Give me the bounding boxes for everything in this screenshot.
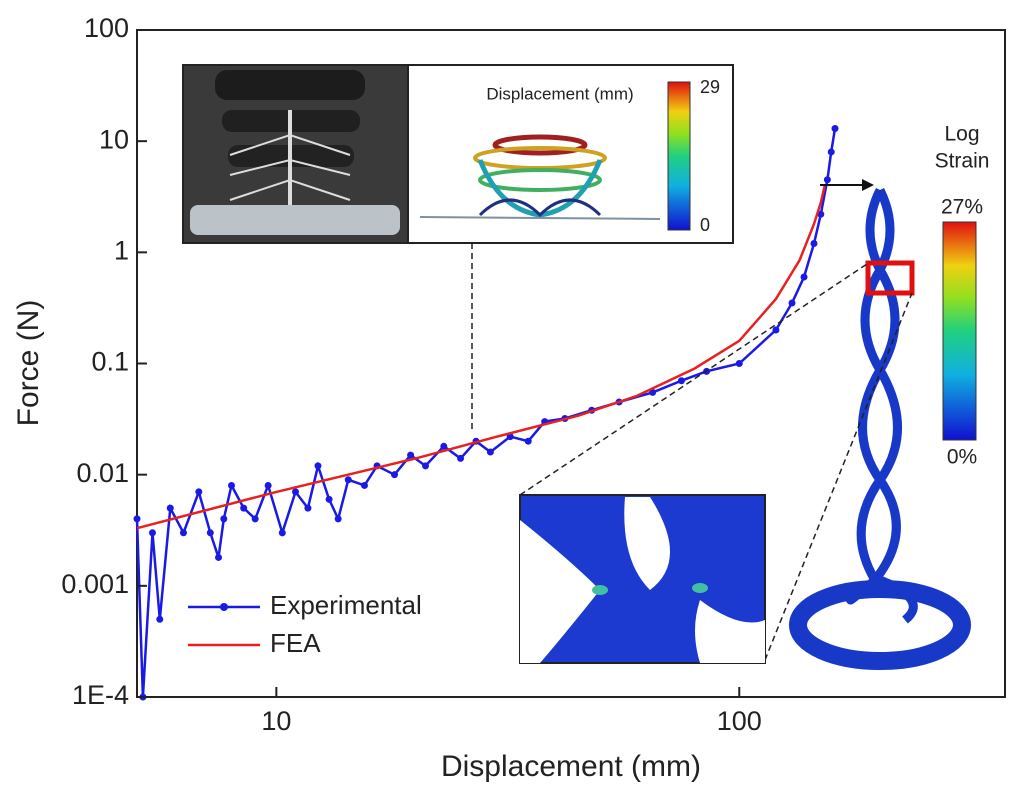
data-point bbox=[220, 515, 227, 522]
data-point bbox=[314, 462, 321, 469]
legend-label: FEA bbox=[270, 628, 321, 658]
strain-title: Strain bbox=[935, 150, 990, 173]
y-axis-label: Force (N) bbox=[12, 300, 45, 427]
fea-min: 0 bbox=[700, 215, 710, 235]
data-point bbox=[167, 505, 174, 512]
data-point bbox=[252, 515, 259, 522]
photo-inset bbox=[183, 65, 408, 243]
legend-marker bbox=[220, 603, 228, 611]
data-point bbox=[265, 482, 272, 489]
data-point bbox=[156, 616, 163, 623]
y-tick-label: 1 bbox=[114, 235, 129, 265]
data-point bbox=[772, 327, 779, 334]
data-point bbox=[304, 505, 311, 512]
data-point bbox=[457, 455, 464, 462]
data-point bbox=[240, 505, 247, 512]
data-point bbox=[828, 148, 835, 155]
fea-max: 29 bbox=[700, 77, 720, 97]
y-tick-label: 100 bbox=[84, 13, 129, 43]
data-point bbox=[279, 529, 286, 536]
strain-colorbar: Log Strain 27% 0% bbox=[935, 123, 990, 469]
data-point bbox=[801, 273, 808, 280]
data-point bbox=[487, 448, 494, 455]
y-tick-label: 0.1 bbox=[91, 347, 129, 377]
data-point bbox=[335, 515, 342, 522]
strain-structure bbox=[798, 179, 962, 661]
x-axis-label: Displacement (mm) bbox=[441, 750, 701, 783]
x-tick-label: 10 bbox=[261, 706, 291, 736]
data-point bbox=[525, 438, 532, 445]
data-point bbox=[810, 240, 817, 247]
strain-max: 27% bbox=[941, 196, 983, 219]
data-point bbox=[134, 515, 141, 522]
data-point bbox=[361, 482, 368, 489]
strain-title: Log bbox=[944, 123, 979, 146]
data-point bbox=[824, 176, 831, 183]
y-tick-label: 0.01 bbox=[76, 458, 129, 488]
data-point bbox=[736, 360, 743, 367]
strain-min: 0% bbox=[947, 446, 977, 469]
data-point bbox=[292, 488, 299, 495]
chart: Displacement (mm) 29 0 Log Strain 27% 0%… bbox=[0, 0, 1019, 792]
data-point bbox=[407, 452, 414, 459]
legend-label: Experimental bbox=[270, 590, 422, 620]
data-point bbox=[678, 377, 685, 384]
data-point bbox=[228, 482, 235, 489]
y-tick-label: 1E-4 bbox=[72, 680, 129, 710]
data-point bbox=[391, 471, 398, 478]
data-point bbox=[326, 496, 333, 503]
data-point bbox=[440, 443, 447, 450]
data-point bbox=[345, 476, 352, 483]
data-point bbox=[207, 529, 214, 536]
x-tick-label: 100 bbox=[717, 706, 762, 736]
fea-title: Displacement (mm) bbox=[486, 84, 633, 103]
data-point bbox=[180, 529, 187, 536]
data-point bbox=[215, 554, 222, 561]
data-point bbox=[195, 488, 202, 495]
data-point bbox=[832, 125, 839, 132]
y-tick-label: 10 bbox=[99, 124, 129, 154]
fea-inset: Displacement (mm) 29 0 bbox=[408, 65, 733, 243]
y-tick-label: 0.001 bbox=[61, 569, 129, 599]
data-point bbox=[422, 462, 429, 469]
data-point bbox=[149, 529, 156, 536]
data-point bbox=[789, 300, 796, 307]
